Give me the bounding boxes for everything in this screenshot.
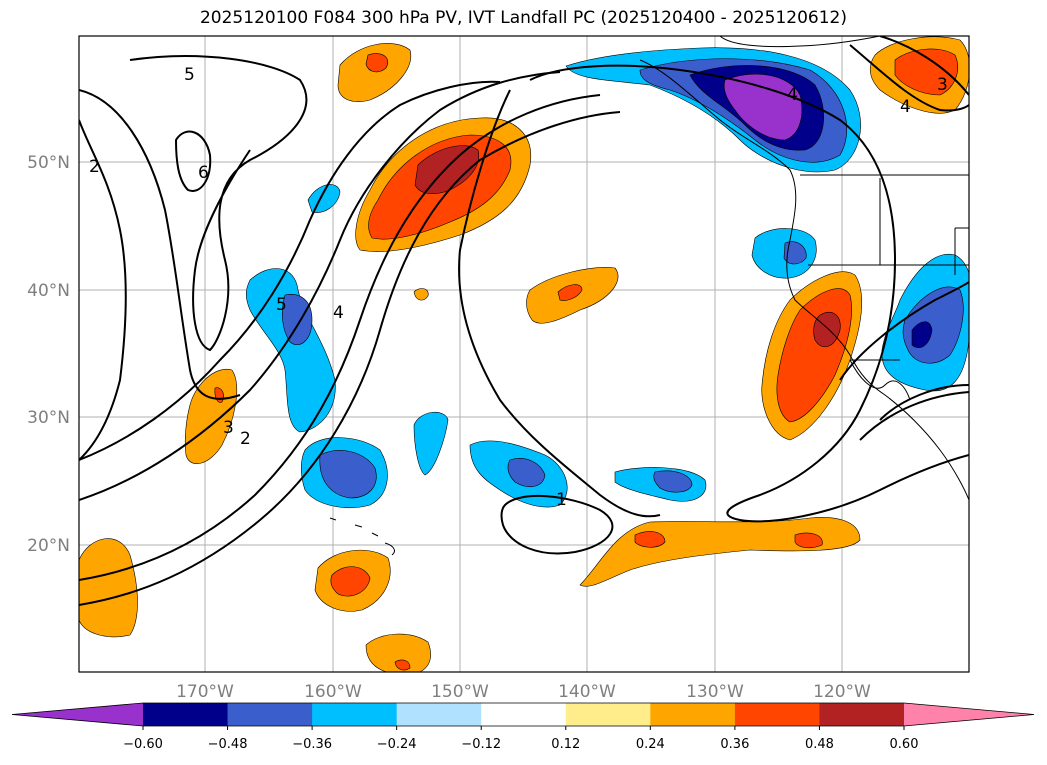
- pv-contour-2-west: [79, 119, 127, 461]
- lon-label: 170°W: [176, 682, 234, 702]
- contour-label: 4: [787, 85, 798, 105]
- navy-region-southwest: [911, 321, 933, 349]
- colorbar-segment: [734, 703, 820, 726]
- contour-label: 3: [937, 75, 948, 95]
- colorbar-tick-label: 0.36: [720, 737, 749, 752]
- royal-region-east-pacific: [653, 470, 693, 493]
- colorbar-tick-label: −0.48: [208, 737, 248, 752]
- map-content: 5 6 2 5 4 3 2 1 4 3 4: [79, 36, 969, 672]
- contour-label: 5: [184, 65, 195, 85]
- pv-contour-1: [500, 495, 614, 555]
- colorbar-ticks: −0.60 −0.48 −0.36 −0.24 −0.12 0.12 0.24 0.36 0.4…: [123, 726, 918, 752]
- pv-contour-jet-2: [79, 94, 601, 581]
- royal-region-west-160w: [281, 294, 313, 346]
- pv-contours: [79, 36, 969, 606]
- contour-label: 4: [900, 97, 911, 117]
- pv-contour-mexico: [879, 384, 969, 421]
- orangered-region-far-south: [394, 659, 411, 671]
- firebrick-region-socal-baja: [813, 311, 841, 348]
- pv-contour-mexico-2: [859, 391, 969, 441]
- pv-contour-north-big: [129, 55, 308, 352]
- baja-coast: [849, 359, 911, 401]
- hawaii-islands: [329, 517, 395, 556]
- colorbar-tick-label: −0.24: [377, 737, 417, 752]
- contour-label: 5: [276, 295, 287, 315]
- orangered-region-gulf-alaska: [894, 48, 959, 96]
- contour-label: 2: [89, 157, 100, 177]
- blue-region-small-south: [413, 412, 449, 476]
- lon-label: 160°W: [304, 682, 362, 702]
- colorbar-segment: [565, 703, 651, 726]
- lat-label: 20°N: [27, 536, 70, 556]
- purple-region-pacific-nw: [723, 73, 803, 141]
- latitude-labels: 50°N 40°N 30°N 20°N: [27, 153, 70, 556]
- royal-region-hawaii-north: [319, 450, 377, 499]
- orange-region-far-south: [365, 633, 431, 672]
- pv-contour-jet-3: [79, 71, 561, 501]
- pv-contour-ring-inner: [458, 89, 661, 518]
- orange-region-west-edge: [79, 538, 138, 638]
- orange-region-aleutian: [337, 43, 412, 102]
- contour-label: 3: [223, 418, 234, 438]
- colorbar-tick-label: −0.36: [292, 737, 332, 752]
- contour-label: 2: [240, 429, 251, 449]
- colorbar-tick-label: −0.12: [461, 737, 501, 752]
- north-america-coast: [639, 59, 969, 501]
- map-frame: [78, 35, 970, 673]
- alaska-coast: [719, 36, 881, 48]
- lon-label: 120°W: [813, 682, 871, 702]
- colorbar-segment: [650, 703, 736, 726]
- colorbar-tick-label: 0.12: [551, 737, 580, 752]
- pv-contour-6: [174, 130, 212, 192]
- colorbar-segment: [227, 703, 313, 726]
- orangered-region-south-hawaii: [330, 566, 371, 597]
- orangered-region-aleutian: [365, 53, 388, 73]
- lat-label: 30°N: [27, 408, 70, 428]
- orange-region-small-central: [413, 288, 429, 301]
- colorbar-tick-label: 0.60: [890, 737, 919, 752]
- pv-contour-socal: [839, 281, 969, 381]
- pv-contour-jet-1: [79, 111, 621, 606]
- lon-label: 140°W: [558, 682, 616, 702]
- colorbar-segment: [396, 703, 482, 726]
- colorbar-extend-max: [904, 703, 1034, 726]
- colorbar-extend-min: [12, 703, 143, 726]
- contour-label: 6: [198, 163, 209, 183]
- positive-anomaly-shading: [79, 36, 969, 672]
- pv-contour-west-outer: [79, 89, 241, 400]
- coastlines: [329, 36, 969, 556]
- orangered-region-subtropical-band-east: [794, 532, 823, 549]
- blue-region-west-160w: [245, 268, 336, 433]
- contour-label: 1: [556, 490, 567, 510]
- lat-label: 50°N: [27, 153, 70, 173]
- colorbar-tick-label: 0.24: [636, 737, 665, 752]
- contour-labels: 5 6 2 5 4 3 2 1 4 3 4: [89, 65, 948, 510]
- lon-label: 150°W: [431, 682, 489, 702]
- pv-contour-jet-4: [79, 80, 501, 461]
- pv-contour-east-3: [879, 36, 969, 96]
- contour-label: 4: [333, 303, 344, 323]
- colorbar-tick-label: −0.60: [123, 737, 163, 752]
- pv-contour-east-4: [849, 44, 969, 112]
- royal-region-central-pacific: [507, 458, 546, 488]
- colorbar-segment: [312, 703, 398, 726]
- colorbar-segment: [481, 703, 567, 726]
- us-state-lines: [808, 178, 969, 275]
- lat-label: 40°N: [27, 281, 70, 301]
- orangered-region-subtropical-band: [634, 531, 666, 548]
- colorbar-tick-label: 0.48: [805, 737, 834, 752]
- negative-anomaly-shading: [245, 47, 969, 508]
- colorbar-segment: [143, 703, 229, 726]
- longitude-labels: 170°W 160°W 150°W 140°W 130°W 120°W: [176, 682, 871, 702]
- orangered-region-central: [557, 284, 583, 301]
- pv-contour-big-ring: [529, 64, 969, 523]
- map-title: 2025120100 F084 300 hPa PV, IVT Landfall…: [199, 8, 847, 28]
- colorbar-segment: [819, 703, 905, 726]
- lon-label: 130°W: [686, 682, 744, 702]
- colorbar: [11, 702, 1035, 727]
